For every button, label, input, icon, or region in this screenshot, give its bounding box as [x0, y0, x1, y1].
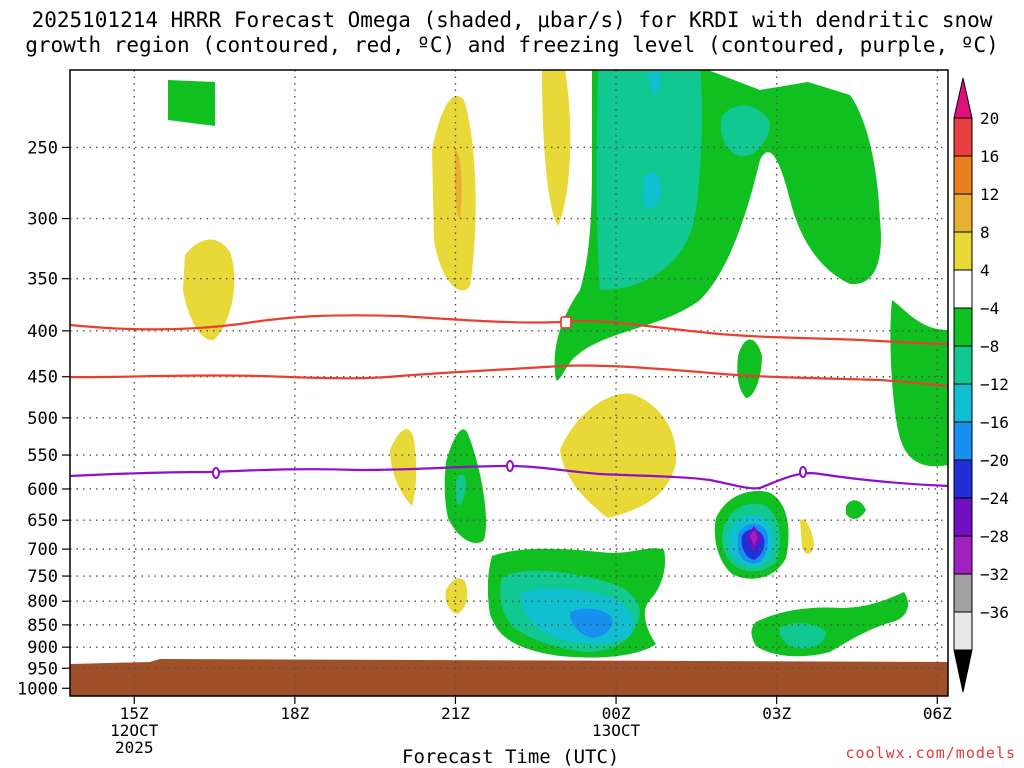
colorbar-label: −32	[980, 565, 1009, 584]
colorbar-segment	[953, 231, 973, 271]
y-tick-label: 350	[27, 270, 58, 290]
omega-yellow-blob	[542, 70, 571, 226]
colorbar-label: 4	[980, 261, 990, 280]
x-tick-date: 13OCT	[592, 721, 641, 740]
colorbar-segment	[953, 345, 973, 385]
omega-cyan-blob	[642, 172, 662, 210]
colorbar-label: 12	[980, 185, 999, 204]
colorbar-segment	[953, 269, 973, 309]
y-tick-label: 250	[27, 138, 58, 158]
colorbar-segment	[953, 459, 973, 499]
x-tick-year: 2025	[115, 738, 154, 757]
y-tick-label: 650	[27, 511, 58, 531]
colorbar: 20 16 12 8 4 −4 −8 −12 −16 −20 −24 −28 −32 −36	[953, 77, 1009, 693]
title-line-2: growth region (contoured, red, ºC) and f…	[25, 33, 999, 57]
dgz-label	[560, 316, 572, 329]
colorbar-segment	[953, 193, 973, 233]
omega-green-lowlevel	[751, 592, 908, 657]
colorbar-label: −8	[980, 337, 999, 356]
colorbar-label: −36	[980, 603, 1009, 622]
omega-orange-blob	[454, 150, 462, 219]
freezing-level-label	[212, 467, 220, 479]
y-tick-label: 700	[27, 540, 58, 560]
colorbar-label: −20	[980, 451, 1009, 470]
y-tick-label: 750	[27, 567, 58, 587]
omega-yellow-blob	[390, 429, 417, 506]
dgz-contour-lower	[70, 364, 948, 388]
omega-green-blob	[168, 80, 215, 126]
y-tick-label: 950	[27, 659, 58, 679]
colorbar-segment	[953, 535, 973, 575]
colorbar-segment	[953, 497, 973, 537]
y-tick-label: 600	[27, 480, 58, 500]
colorbar-segment	[953, 307, 973, 347]
contour-lines	[70, 314, 948, 490]
omega-cyan-blob	[648, 72, 661, 95]
x-tick-label: 15Z	[120, 704, 149, 723]
omega-yellow-blob	[800, 519, 814, 554]
y-tick-label: 1000	[17, 679, 58, 699]
omega-yellow-blob	[432, 95, 476, 291]
x-tick-label: 03Z	[762, 704, 791, 723]
omega-yellow-blob	[560, 393, 677, 518]
x-tick-label: 00Z	[602, 704, 631, 723]
colorbar-segment	[953, 573, 973, 613]
omega-yellow-blob	[445, 578, 468, 614]
y-tick-label: 850	[27, 616, 58, 636]
y-tick-label: 450	[27, 368, 58, 388]
title-line-1: 2025101214 HRRR Forecast Omega (shaded, …	[31, 8, 993, 32]
y-axis: 2503003504004505005506006507007508008509…	[17, 138, 70, 699]
x-tick-label: 06Z	[923, 704, 952, 723]
colorbar-segment	[953, 421, 973, 461]
grid	[70, 70, 948, 696]
colorbar-segment	[953, 383, 973, 423]
freezing-level-label	[506, 460, 514, 472]
omega-teal-blob	[456, 474, 466, 505]
omega-yellow-blob	[183, 239, 235, 341]
colorbar-label: −16	[980, 413, 1009, 432]
colorbar-segment	[953, 117, 973, 157]
colorbar-segment	[953, 155, 973, 195]
x-tick-label: 18Z	[280, 704, 309, 723]
credit-link[interactable]: coolwx.com/models	[845, 744, 1016, 762]
colorbar-label: 16	[980, 147, 999, 166]
colorbar-label: −12	[980, 375, 1009, 394]
y-tick-label: 800	[27, 592, 58, 612]
y-tick-label: 400	[27, 322, 58, 342]
omega-green-blob	[846, 500, 866, 519]
freezing-level-labels	[212, 460, 807, 479]
dgz-labels	[560, 316, 572, 329]
terrain	[70, 659, 948, 696]
colorbar-under-arrow	[953, 649, 973, 693]
colorbar-over-arrow	[953, 77, 973, 119]
x-tick-date: 12OCT	[110, 721, 159, 740]
plot-frame	[69, 69, 949, 697]
dgz-contour-upper	[70, 314, 948, 346]
y-tick-label: 550	[27, 446, 58, 466]
colorbar-label: 8	[980, 223, 990, 242]
omega-violet-blob	[750, 530, 758, 546]
omega-teal-blob	[720, 105, 770, 157]
x-tick-label: 21Z	[441, 704, 470, 723]
colorbar-segment	[953, 611, 973, 651]
omega-teal-lowlevel	[779, 623, 826, 649]
omega-green-blob	[737, 339, 762, 398]
omega-blue-lowlevel	[570, 608, 613, 638]
y-tick-label: 500	[27, 409, 58, 429]
colorbar-label: 20	[980, 109, 999, 128]
chart-title: 2025101214 HRRR Forecast Omega (shaded, …	[0, 8, 1024, 58]
freezing-level-label	[799, 466, 807, 478]
x-axis-title: Forecast Time (UTC)	[402, 746, 620, 768]
shaded-field	[70, 70, 948, 696]
colorbar-label: −28	[980, 527, 1009, 546]
colorbar-label: −24	[980, 489, 1009, 508]
y-tick-label: 900	[27, 638, 58, 658]
colorbar-label: −4	[980, 299, 999, 318]
y-tick-label: 300	[27, 210, 58, 230]
